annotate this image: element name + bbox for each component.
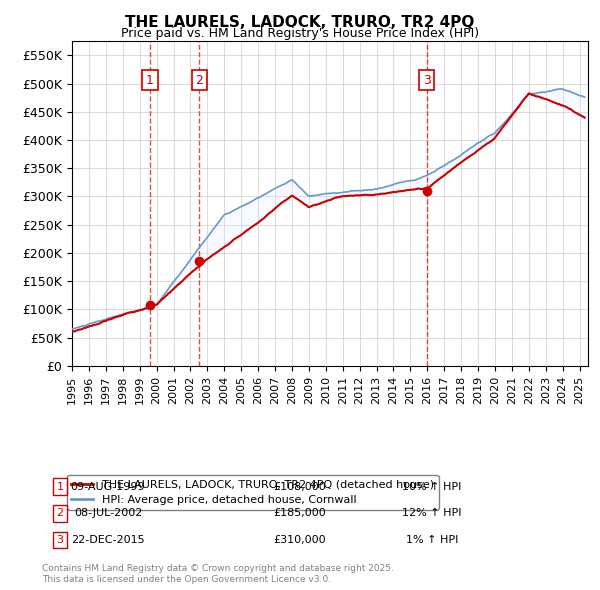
Text: 1% ↑ HPI: 1% ↑ HPI (406, 535, 458, 545)
Text: 08-JUL-2002: 08-JUL-2002 (74, 509, 142, 518)
Text: 10% ↑ HPI: 10% ↑ HPI (403, 482, 461, 491)
Text: 2: 2 (56, 509, 64, 518)
Legend: THE LAURELS, LADOCK, TRURO, TR2 4PQ (detached house), HPI: Average price, detach: THE LAURELS, LADOCK, TRURO, TR2 4PQ (det… (67, 475, 439, 510)
Text: 12% ↑ HPI: 12% ↑ HPI (402, 509, 462, 518)
Text: 3: 3 (56, 535, 64, 545)
Text: 2: 2 (195, 74, 203, 87)
Text: £310,000: £310,000 (274, 535, 326, 545)
Text: This data is licensed under the Open Government Licence v3.0.: This data is licensed under the Open Gov… (42, 575, 331, 584)
Text: 1: 1 (56, 482, 64, 491)
Text: Price paid vs. HM Land Registry's House Price Index (HPI): Price paid vs. HM Land Registry's House … (121, 27, 479, 40)
Text: THE LAURELS, LADOCK, TRURO, TR2 4PQ: THE LAURELS, LADOCK, TRURO, TR2 4PQ (125, 15, 475, 30)
Text: 1: 1 (146, 74, 154, 87)
Text: Contains HM Land Registry data © Crown copyright and database right 2025.: Contains HM Land Registry data © Crown c… (42, 565, 394, 573)
Text: 22-DEC-2015: 22-DEC-2015 (71, 535, 145, 545)
Text: £185,000: £185,000 (274, 509, 326, 518)
Text: 09-AUG-1999: 09-AUG-1999 (71, 482, 145, 491)
Text: £108,000: £108,000 (274, 482, 326, 491)
Text: 3: 3 (423, 74, 431, 87)
